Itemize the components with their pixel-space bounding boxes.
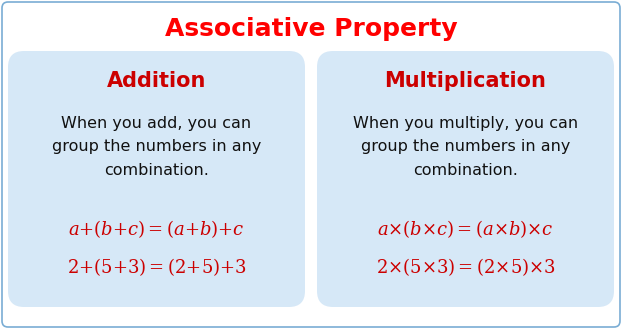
Text: $2{\times}(5{\times}3){=}(2{\times}5){\times}3$: $2{\times}(5{\times}3){=}(2{\times}5){\t…: [376, 256, 555, 278]
FancyBboxPatch shape: [8, 51, 305, 307]
Text: $a{+}(b{+}c){=}(a{+}b){+}c$: $a{+}(b{+}c){=}(a{+}b){+}c$: [68, 218, 245, 240]
Text: When you multiply, you can
group the numbers in any
combination.: When you multiply, you can group the num…: [353, 116, 578, 178]
Text: Multiplication: Multiplication: [384, 71, 547, 91]
FancyBboxPatch shape: [317, 51, 614, 307]
Text: Addition: Addition: [107, 71, 206, 91]
Text: $a{\times}(b{\times}c){=}(a{\times}b){\times}c$: $a{\times}(b{\times}c){=}(a{\times}b){\t…: [377, 218, 554, 240]
Text: $2{+}(5{+}3){=}(2{+}5){+}3$: $2{+}(5{+}3){=}(2{+}5){+}3$: [67, 256, 246, 278]
Text: Associative Property: Associative Property: [165, 17, 457, 41]
Text: When you add, you can
group the numbers in any
combination.: When you add, you can group the numbers …: [52, 116, 261, 178]
